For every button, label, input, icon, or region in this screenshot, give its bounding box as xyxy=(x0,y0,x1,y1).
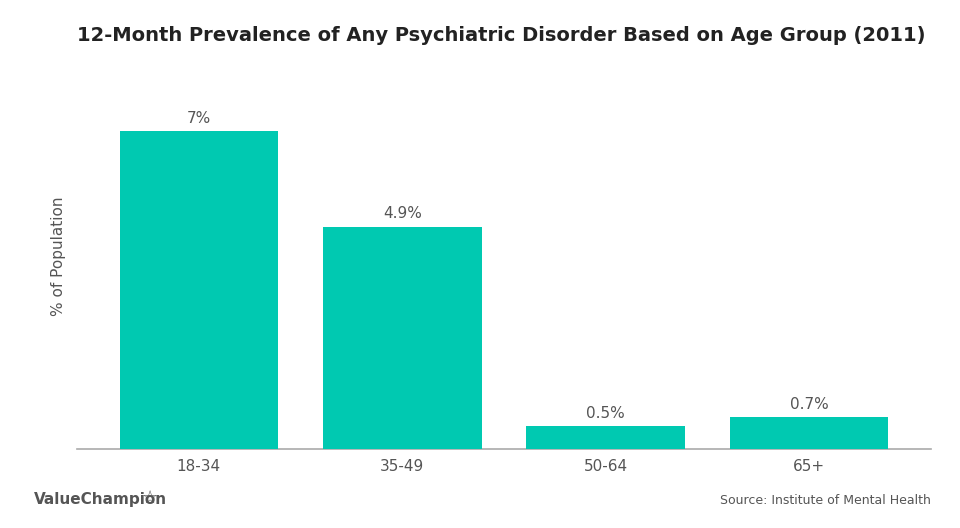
Text: 7%: 7% xyxy=(187,111,211,126)
Bar xyxy=(119,131,278,449)
Text: ValueChampion: ValueChampion xyxy=(34,492,167,507)
Bar xyxy=(323,227,482,449)
Text: 4.9%: 4.9% xyxy=(383,206,421,221)
Text: 12-Month Prevalence of Any Psychiatric Disorder Based on Age Group (2011): 12-Month Prevalence of Any Psychiatric D… xyxy=(77,26,925,45)
Text: ☆: ☆ xyxy=(142,489,158,507)
Text: 0.5%: 0.5% xyxy=(587,406,625,421)
Text: Source: Institute of Mental Health: Source: Institute of Mental Health xyxy=(720,494,931,507)
Text: 0.7%: 0.7% xyxy=(790,397,828,412)
Bar xyxy=(730,417,888,449)
Bar xyxy=(526,426,685,449)
Y-axis label: % of Population: % of Population xyxy=(51,196,65,316)
